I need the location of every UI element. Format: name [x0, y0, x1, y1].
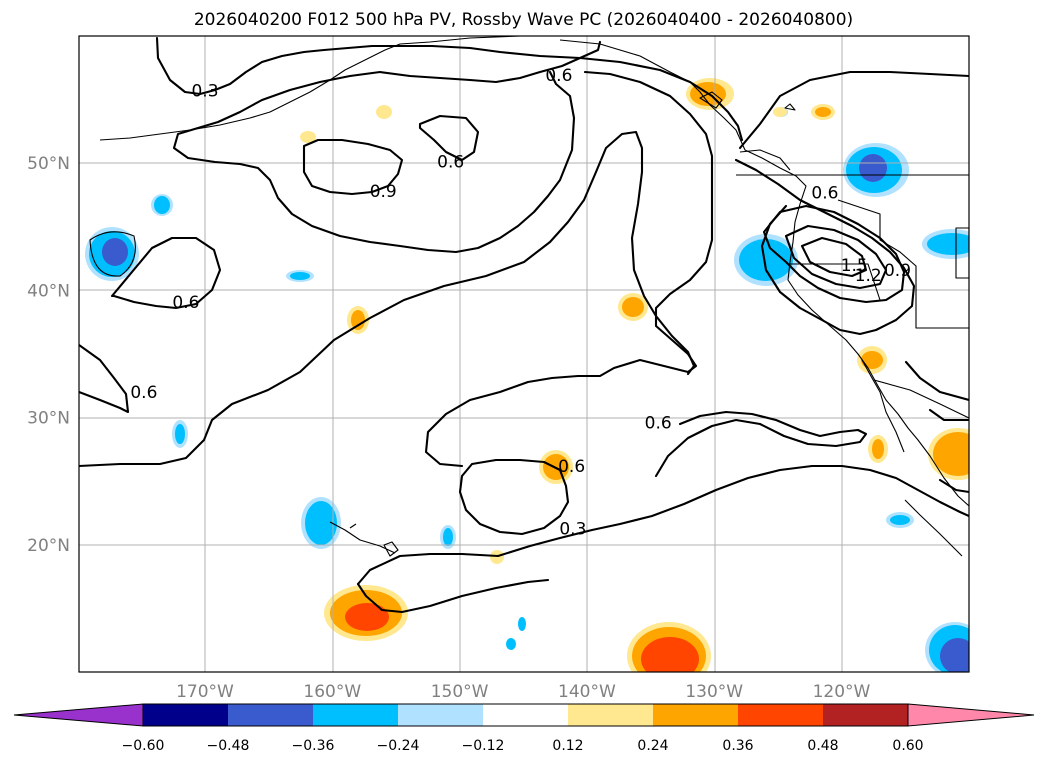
anomaly-positive-small-d — [300, 131, 316, 143]
colorbar-extend-left — [13, 703, 144, 727]
contour-0.6-far-west — [79, 343, 130, 414]
contour-label: 1.5 — [841, 256, 868, 276]
anomaly-positive-small-b — [773, 107, 787, 117]
colorbar-tick-label: −0.60 — [122, 738, 165, 754]
anomaly-positive-hawaii-south — [324, 585, 408, 641]
anomaly-negative-small-d — [440, 525, 456, 549]
anomaly-negative-idaho — [843, 143, 909, 197]
borders — [736, 174, 969, 419]
contour-1.5-us — [800, 236, 868, 278]
contour-label: 0.6 — [558, 457, 585, 477]
colorbar-border — [142, 703, 909, 727]
contour-0.6-small-north — [418, 114, 480, 162]
lat-tick-label: 20°N — [27, 536, 70, 556]
map-frame — [79, 36, 969, 672]
anomaly-positive-small-e — [347, 306, 369, 334]
contour-0.3-mexico — [938, 478, 969, 494]
contour-label: 0.6 — [645, 414, 672, 434]
anomaly-negative-small-e — [506, 617, 526, 650]
lat-tick-label: 30°N — [27, 409, 70, 429]
anomaly-positive-baja — [857, 346, 887, 374]
contour-label: 0.6 — [811, 183, 838, 203]
colorbar-tick-label: 0.12 — [552, 738, 583, 754]
colorbar-segment — [738, 704, 823, 726]
colorbar-segment — [313, 704, 398, 726]
anomaly-negative-north-pacific — [85, 227, 139, 281]
lon-tick-label: 150°W — [431, 682, 489, 702]
anomaly-negative-small-b — [286, 270, 314, 282]
anomaly-positive-small-c — [376, 105, 392, 119]
map-border — [78, 35, 970, 673]
contour-label: 0.6 — [545, 66, 572, 86]
contour-label: 1.2 — [855, 266, 882, 286]
contour-labels: 0.30.60.90.60.60.60.60.60.30.61.51.2 0.9 — [130, 66, 911, 539]
contour-0.6-west — [110, 236, 222, 310]
contour-label: 0.9 — [884, 261, 911, 281]
colorbar: −0.60 −0.48 −0.36 −0.24 −0.12 0.12 0.24 0.36 0.4… — [13, 703, 1035, 754]
contour-0.3-southeast — [356, 464, 969, 586]
anomaly-positive-texas — [928, 428, 969, 480]
contour-0.3-us — [738, 70, 969, 150]
anomaly-positive-small-f — [490, 550, 504, 564]
pv-anomaly-fills — [85, 78, 969, 672]
map-title: 2026040200 F012 500 hPa PV, Rossby Wave … — [193, 10, 854, 30]
lat-tick-label: 50°N — [27, 154, 70, 174]
contour-0.3-return — [356, 578, 550, 614]
contour-0.3-south — [79, 130, 696, 468]
anomaly-negative-southeast — [925, 622, 969, 672]
anomaly-negative-small-c — [172, 420, 188, 448]
contour-0.3-north — [155, 36, 744, 142]
colorbar-tick-label: 0.60 — [892, 738, 923, 754]
lon-tick-label: 120°W — [813, 682, 871, 702]
contour-label: 0.9 — [370, 182, 397, 202]
contour-label: 0.6 — [437, 153, 464, 173]
pv-contours — [79, 36, 969, 614]
lon-tick-label: 140°W — [558, 682, 616, 702]
anomaly-positive-mid-pacific — [618, 293, 648, 321]
contour-0.6-main — [172, 40, 602, 254]
lat-tick-label: 40°N — [27, 281, 70, 301]
anomaly-positive-small-g — [868, 435, 888, 463]
colorbar-tick-label: 0.36 — [722, 738, 753, 754]
anomaly-negative-hawaii-west — [301, 497, 341, 549]
colorbar-tick-label: −0.36 — [292, 738, 335, 754]
anomaly-negative-plains — [922, 229, 969, 259]
contour-0.3-subtropical — [458, 458, 570, 536]
colorbar-segment — [228, 704, 313, 726]
anomaly-negative-small-a — [151, 194, 173, 216]
colorbar-segment — [398, 704, 483, 726]
colorbar-segment — [823, 704, 908, 726]
longitude-labels: 170°W 160°W 150°W 140°W 130°W 120°W — [176, 682, 870, 702]
contour-0.3-us-south — [904, 360, 969, 402]
colorbar-segment — [653, 704, 738, 726]
contour-0.6-east — [654, 410, 868, 478]
lon-tick-label: 160°W — [303, 682, 361, 702]
colorbar-tick-label: −0.48 — [207, 738, 250, 754]
colorbar-segment — [568, 704, 653, 726]
contour-label: 0.3 — [191, 81, 218, 101]
colorbar-segment — [483, 704, 568, 726]
anomaly-positive-east-pacific — [627, 622, 711, 672]
contour-0.9-us — [762, 204, 906, 304]
colorbar-extend-right — [907, 703, 1035, 727]
contour-label: 0.6 — [130, 383, 157, 403]
contour-label: 0.6 — [172, 293, 199, 313]
contour-0.9-north — [302, 138, 404, 196]
colorbar-tick-label: 0.48 — [807, 738, 838, 754]
lon-tick-label: 170°W — [176, 682, 234, 702]
contour-0.3-gulf — [928, 408, 969, 422]
contour-1.2-us — [784, 224, 888, 290]
colorbar-tick-label: 0.24 — [637, 738, 668, 754]
contour-label: 0.3 — [559, 519, 586, 539]
anomaly-positive-small-a — [811, 104, 835, 120]
anomaly-negative-mexico — [886, 512, 914, 528]
anomaly-negative-oregon — [734, 234, 798, 286]
lon-tick-label: 130°W — [685, 682, 743, 702]
colorbar-tick-label: −0.12 — [462, 738, 505, 754]
colorbar-segment — [143, 704, 228, 726]
colorbar-tick-label: −0.24 — [377, 738, 420, 754]
latitude-labels: 50°N 40°N 30°N 20°N — [27, 154, 70, 556]
